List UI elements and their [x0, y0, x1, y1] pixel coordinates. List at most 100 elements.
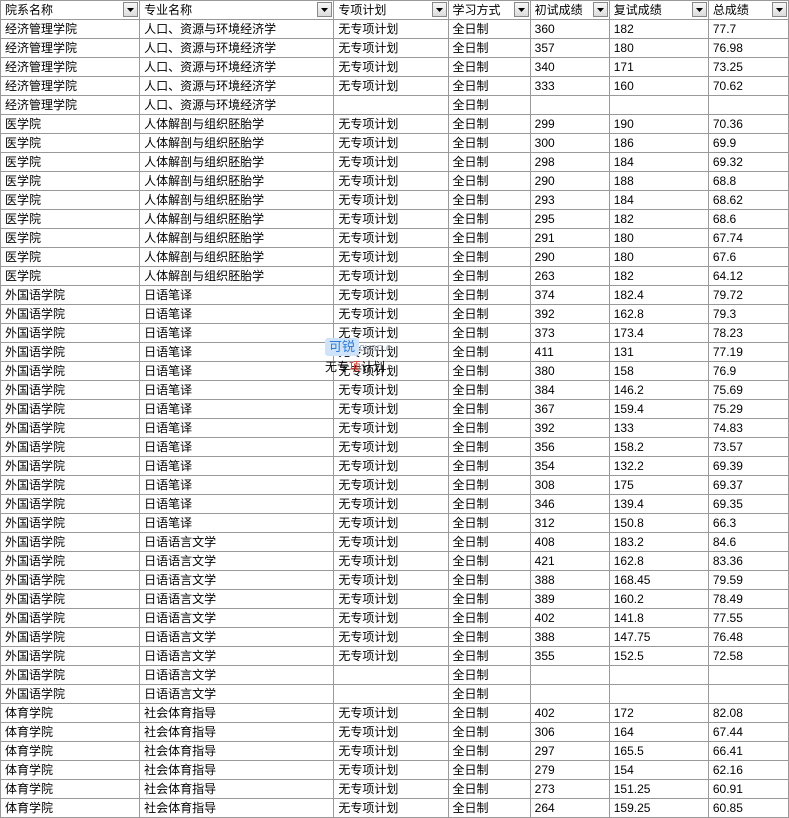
cell-retest: 159.4 — [609, 400, 708, 419]
cell-prelim — [530, 96, 609, 115]
cell-dept: 医学院 — [1, 210, 140, 229]
cell-prelim: 411 — [530, 343, 609, 362]
cell-dept: 外国语学院 — [1, 324, 140, 343]
cell-retest: 154 — [609, 761, 708, 780]
cell-mode: 全日制 — [448, 685, 530, 704]
cell-dept: 医学院 — [1, 115, 140, 134]
cell-plan: 无专项计划 — [334, 400, 448, 419]
filter-dropdown-icon[interactable] — [432, 2, 447, 17]
cell-mode: 全日制 — [448, 571, 530, 590]
cell-prelim: 388 — [530, 628, 609, 647]
cell-prelim: 300 — [530, 134, 609, 153]
cell-plan: 无专项计划 — [334, 438, 448, 457]
cell-mode: 全日制 — [448, 761, 530, 780]
filter-dropdown-icon[interactable] — [593, 2, 608, 17]
cell-plan: 无专项计划 — [334, 628, 448, 647]
cell-major: 日语笔译 — [140, 343, 334, 362]
cell-retest: 182 — [609, 20, 708, 39]
cell-prelim: 388 — [530, 571, 609, 590]
cell-dept: 经济管理学院 — [1, 39, 140, 58]
cell-dept: 外国语学院 — [1, 343, 140, 362]
cell-retest: 180 — [609, 248, 708, 267]
cell-dept: 外国语学院 — [1, 647, 140, 666]
cell-retest: 146.2 — [609, 381, 708, 400]
cell-total: 68.6 — [708, 210, 788, 229]
cell-retest: 131 — [609, 343, 708, 362]
cell-prelim: 373 — [530, 324, 609, 343]
cell-dept: 体育学院 — [1, 704, 140, 723]
cell-prelim: 389 — [530, 590, 609, 609]
cell-total: 60.85 — [708, 799, 788, 818]
header-row: 院系名称专业名称专项计划学习方式初试成绩复试成绩总成绩 — [1, 1, 789, 20]
cell-dept: 体育学院 — [1, 761, 140, 780]
cell-mode: 全日制 — [448, 210, 530, 229]
cell-mode: 全日制 — [448, 96, 530, 115]
cell-dept: 经济管理学院 — [1, 77, 140, 96]
cell-plan: 无专项计划 — [334, 286, 448, 305]
cell-total: 83.36 — [708, 552, 788, 571]
cell-major: 日语笔译 — [140, 324, 334, 343]
cell-retest: 173.4 — [609, 324, 708, 343]
cell-major: 社会体育指导 — [140, 780, 334, 799]
cell-mode: 全日制 — [448, 666, 530, 685]
cell-mode: 全日制 — [448, 609, 530, 628]
cell-prelim: 264 — [530, 799, 609, 818]
cell-total — [708, 666, 788, 685]
cell-mode: 全日制 — [448, 476, 530, 495]
cell-dept: 外国语学院 — [1, 476, 140, 495]
cell-plan — [334, 685, 448, 704]
table-row: 医学院人体解剖与组织胚胎学无专项计划全日制29919070.36 — [1, 115, 789, 134]
cell-mode: 全日制 — [448, 229, 530, 248]
cell-retest: 158 — [609, 362, 708, 381]
cell-total: 84.6 — [708, 533, 788, 552]
filter-dropdown-icon[interactable] — [123, 2, 138, 17]
cell-major: 日语语言文学 — [140, 590, 334, 609]
cell-total — [708, 685, 788, 704]
cell-retest: 180 — [609, 39, 708, 58]
cell-prelim: 298 — [530, 153, 609, 172]
table-row: 体育学院社会体育指导无专项计划全日制273151.2560.91 — [1, 780, 789, 799]
filter-dropdown-icon[interactable] — [514, 2, 529, 17]
cell-mode: 全日制 — [448, 39, 530, 58]
cell-mode: 全日制 — [448, 305, 530, 324]
cell-dept: 医学院 — [1, 267, 140, 286]
cell-total: 60.91 — [708, 780, 788, 799]
filter-dropdown-icon[interactable] — [772, 2, 787, 17]
table-row: 经济管理学院人口、资源与环境经济学无专项计划全日制34017173.25 — [1, 58, 789, 77]
cell-major: 日语笔译 — [140, 400, 334, 419]
cell-mode: 全日制 — [448, 799, 530, 818]
cell-retest: 152.5 — [609, 647, 708, 666]
cell-major: 日语笔译 — [140, 438, 334, 457]
cell-plan: 无专项计划 — [334, 476, 448, 495]
filter-dropdown-icon[interactable] — [692, 2, 707, 17]
table-row: 经济管理学院人口、资源与环境经济学无专项计划全日制35718076.98 — [1, 39, 789, 58]
cell-plan: 无专项计划 — [334, 495, 448, 514]
cell-retest: 160 — [609, 77, 708, 96]
cell-major: 人体解剖与组织胚胎学 — [140, 210, 334, 229]
table-row: 外国语学院日语语言文学无专项计划全日制388168.4579.59 — [1, 571, 789, 590]
table-row: 医学院人体解剖与组织胚胎学无专项计划全日制29018067.6 — [1, 248, 789, 267]
cell-dept: 外国语学院 — [1, 514, 140, 533]
cell-plan: 无专项计划 — [334, 780, 448, 799]
cell-major: 人口、资源与环境经济学 — [140, 96, 334, 115]
cell-retest: 159.25 — [609, 799, 708, 818]
cell-plan: 无专项计划 — [334, 324, 448, 343]
filter-dropdown-icon[interactable] — [317, 2, 332, 17]
cell-total: 78.23 — [708, 324, 788, 343]
cell-retest: 168.45 — [609, 571, 708, 590]
cell-major: 日语语言文学 — [140, 628, 334, 647]
cell-mode: 全日制 — [448, 533, 530, 552]
cell-plan: 无专项计划 — [334, 172, 448, 191]
cell-major: 日语笔译 — [140, 514, 334, 533]
cell-retest: 180 — [609, 229, 708, 248]
cell-major: 人体解剖与组织胚胎学 — [140, 153, 334, 172]
cell-major: 日语语言文学 — [140, 685, 334, 704]
cell-prelim: 402 — [530, 704, 609, 723]
cell-plan: 无专项计划 — [334, 229, 448, 248]
cell-plan: 无专项计划 — [334, 381, 448, 400]
cell-prelim: 297 — [530, 742, 609, 761]
table-row: 外国语学院日语笔译无专项计划全日制38015876.9 — [1, 362, 789, 381]
cell-dept: 外国语学院 — [1, 495, 140, 514]
cell-mode: 全日制 — [448, 381, 530, 400]
cell-dept: 医学院 — [1, 191, 140, 210]
